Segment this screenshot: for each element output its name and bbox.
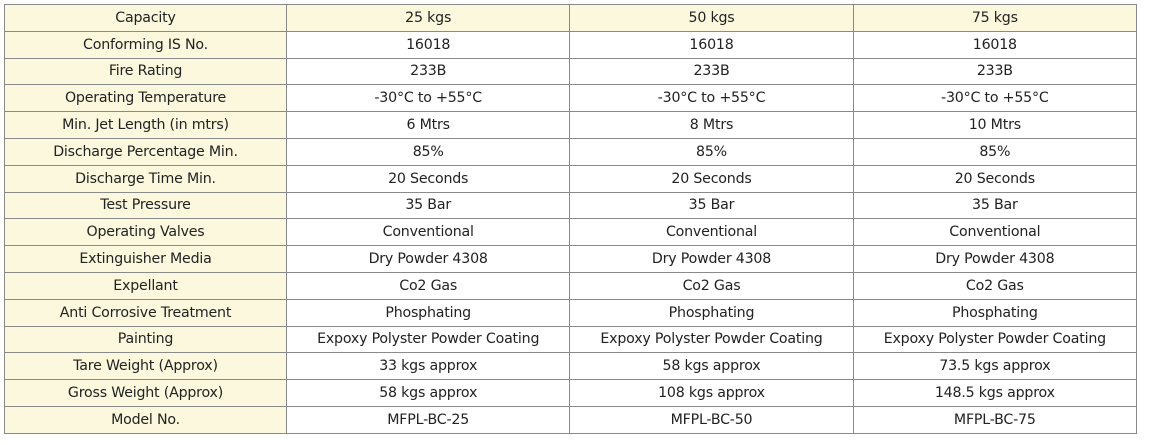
table-cell: 33 kgs approx <box>285 352 571 381</box>
table-row: Tare Weight (Approx) 33 kgs approx 58 kgs … <box>4 352 1138 381</box>
table-cell: MFPL-BC-75 <box>852 405 1138 434</box>
table-cell: Conventional <box>285 218 571 247</box>
row-header-cell: Painting <box>4 325 287 354</box>
table-cell: 8 Mtrs <box>569 111 854 139</box>
row-header-cell: Expellant <box>4 271 287 300</box>
table-cell: 20 Seconds <box>569 164 854 193</box>
table-cell: Dry Powder 4308 <box>285 245 571 273</box>
row-header-cell: Anti Corrosive Treatment <box>4 298 287 327</box>
table-cell: 75 kgs <box>852 4 1138 32</box>
table-cell: Co2 Gas <box>852 271 1138 300</box>
table-cell: 73.5 kgs approx <box>852 352 1138 381</box>
table-cell: 35 Bar <box>852 191 1138 220</box>
row-header-cell: Tare Weight (Approx) <box>4 352 287 381</box>
table-cell: 85% <box>569 137 854 166</box>
table-cell: Conventional <box>569 218 854 247</box>
table-cell: 58 kgs approx <box>569 352 854 381</box>
table-cell: Phosphating <box>569 298 854 327</box>
row-header-cell: Model No. <box>4 405 287 434</box>
table-cell: 16018 <box>569 30 854 59</box>
table-cell: 25 kgs <box>285 4 571 32</box>
table-cell: MFPL-BC-25 <box>285 405 571 434</box>
table-cell: Co2 Gas <box>285 271 571 300</box>
table-cell: Dry Powder 4308 <box>569 245 854 273</box>
table-cell: Co2 Gas <box>569 271 854 300</box>
table-cell: 85% <box>852 137 1138 166</box>
row-header-cell: Capacity <box>4 4 287 32</box>
table-row: Anti Corrosive Treatment Phosphating Phosp… <box>4 298 1138 327</box>
row-header-cell: Conforming IS No. <box>4 30 287 59</box>
table-row: Fire Rating 233B 233B 233B <box>4 57 1138 86</box>
table-cell: 148.5 kgs approx <box>852 379 1138 407</box>
table-row: Operating Valves Conventional Conventional… <box>4 218 1138 247</box>
table-cell: -30°C to +55°C <box>852 84 1138 113</box>
table-row: Conforming IS No. 16018 16018 16018 <box>4 30 1138 59</box>
table-cell: Expoxy Polyster Powder Coating <box>285 325 571 354</box>
table-row: Capacity 25 kgs 50 kgs 75 kgs <box>4 4 1138 32</box>
table-cell: 6 Mtrs <box>285 111 571 139</box>
table-row: Discharge Percentage Min. 85% 85% 85% <box>4 137 1138 166</box>
table-cell: 58 kgs approx <box>285 379 571 407</box>
row-header-cell: Operating Valves <box>4 218 287 247</box>
table-cell: MFPL-BC-50 <box>569 405 854 434</box>
row-header-cell: Test Pressure <box>4 191 287 220</box>
table-row: Gross Weight (Approx) 58 kgs approx 108 kg… <box>4 379 1138 407</box>
row-header-cell: Operating Temperature <box>4 84 287 113</box>
table-cell: 35 Bar <box>569 191 854 220</box>
table-cell: 233B <box>285 57 571 86</box>
table-row: Painting Expoxy Polyster Powder Coating Ex… <box>4 325 1138 354</box>
table-cell: 20 Seconds <box>852 164 1138 193</box>
table-cell: 16018 <box>852 30 1138 59</box>
table-cell: -30°C to +55°C <box>569 84 854 113</box>
table-cell: Phosphating <box>285 298 571 327</box>
table-row: Min. Jet Length (in mtrs) 6 Mtrs 8 Mtrs 10 … <box>4 111 1138 139</box>
table-cell: Expoxy Polyster Powder Coating <box>852 325 1138 354</box>
table-cell: Dry Powder 4308 <box>852 245 1138 273</box>
table-cell: Expoxy Polyster Powder Coating <box>569 325 854 354</box>
table-cell: 10 Mtrs <box>852 111 1138 139</box>
table-cell: 20 Seconds <box>285 164 571 193</box>
table-row: Extinguisher Media Dry Powder 4308 Dry Pow… <box>4 245 1138 273</box>
table-row: Discharge Time Min. 20 Seconds 20 Seconds 2… <box>4 164 1138 193</box>
table-cell: 233B <box>569 57 854 86</box>
table-cell: 16018 <box>285 30 571 59</box>
table-cell: 85% <box>285 137 571 166</box>
table-row: Test Pressure 35 Bar 35 Bar 35 Bar <box>4 191 1138 220</box>
table-cell: 108 kgs approx <box>569 379 854 407</box>
table-row: Model No. MFPL-BC-25 MFPL-BC-50 MFPL-BC-75 <box>4 405 1138 434</box>
table-row: Expellant Co2 Gas Co2 Gas Co2 Gas <box>4 271 1138 300</box>
table-cell: Phosphating <box>852 298 1138 327</box>
row-header-cell: Extinguisher Media <box>4 245 287 273</box>
table-cell: 35 Bar <box>285 191 571 220</box>
table-cell: -30°C to +55°C <box>285 84 571 113</box>
row-header-cell: Gross Weight (Approx) <box>4 379 287 407</box>
spec-table-wrap: Capacity 25 kgs 50 kgs 75 kgs Conforming IS … <box>4 4 1138 434</box>
row-header-cell: Min. Jet Length (in mtrs) <box>4 111 287 139</box>
row-header-cell: Discharge Percentage Min. <box>4 137 287 166</box>
table-cell: 50 kgs <box>569 4 854 32</box>
row-header-cell: Discharge Time Min. <box>4 164 287 193</box>
row-header-cell: Fire Rating <box>4 57 287 86</box>
table-row: Operating Temperature -30°C to +55°C -30°C… <box>4 84 1138 113</box>
table-cell: Conventional <box>852 218 1138 247</box>
spec-table: Capacity 25 kgs 50 kgs 75 kgs Conforming IS … <box>4 4 1138 434</box>
table-cell: 233B <box>852 57 1138 86</box>
